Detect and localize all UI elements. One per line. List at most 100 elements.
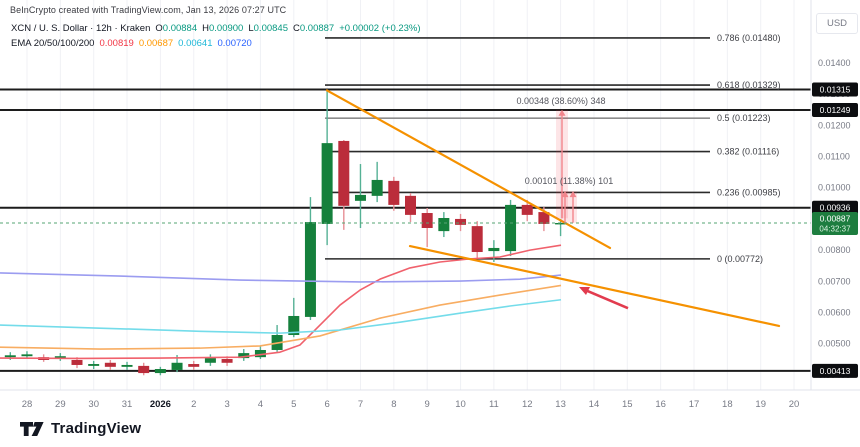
price-level-badge: [812, 82, 858, 97]
ohlc-high: H0.00900: [202, 21, 243, 36]
label: 0.00700: [818, 276, 851, 286]
trendline[interactable]: [408, 244, 781, 328]
label: 0.618 (0.01329): [717, 80, 781, 90]
candle-body: [304, 222, 316, 317]
ema20-value: 0.00819: [99, 38, 134, 49]
label: 0.00600: [818, 308, 851, 318]
ohlc-open: O0.00884: [155, 21, 197, 36]
close-label: C: [292, 23, 300, 34]
candle-body: [254, 349, 266, 358]
candle-body: [421, 213, 433, 228]
candle-body: [288, 315, 300, 336]
arrow-annotation[interactable]: [579, 286, 629, 310]
ema-100-line: [0, 298, 562, 334]
candle-body: [154, 369, 166, 374]
label: 4: [258, 399, 263, 410]
ema-50: [0, 284, 562, 350]
candle-body: [471, 226, 483, 253]
high-value: 0.00900: [209, 23, 244, 34]
ema-200-line: [0, 272, 562, 283]
candle-body: [121, 364, 133, 367]
label: 19: [755, 399, 766, 410]
ohlc-close: C0.00887: [293, 21, 334, 36]
label: 3: [224, 399, 229, 410]
close-value: 0.00887: [299, 23, 335, 34]
tradingview-logo[interactable]: TradingView: [20, 420, 141, 437]
label: 04:32:37: [819, 225, 851, 234]
candle-body: [238, 353, 250, 359]
price-level-badge: [812, 363, 858, 378]
label: 10: [455, 399, 466, 410]
candle-body: [438, 218, 450, 232]
symbol-title: XCN / U. S. Dollar · 12h · Kraken: [11, 23, 151, 34]
ema-20-line: [0, 244, 562, 360]
candle-body: [505, 204, 517, 252]
label: 15: [622, 399, 633, 410]
label: 2026: [150, 399, 171, 410]
price-range-tools: 0.00348 (38.60%) 348 0.00101 (11.38%) 101: [516, 96, 613, 223]
label: 0.01000: [818, 183, 851, 193]
label: 0.5 (0.01223): [717, 113, 771, 123]
label: 9: [425, 399, 430, 410]
label: 0.00348 (38.60%) 348: [516, 96, 605, 106]
candle-body: [171, 362, 183, 370]
candle-body: [54, 356, 66, 359]
candle-body: [371, 179, 383, 196]
label: 2: [191, 399, 196, 410]
candle-body: [455, 218, 467, 225]
candle-body: [488, 247, 500, 252]
ema100-value: 0.00641: [178, 38, 213, 49]
gridlines: [26, 0, 795, 390]
ema-100: [0, 298, 562, 334]
currency-toggle-button[interactable]: USD: [816, 13, 858, 34]
candle-body: [388, 180, 400, 205]
ema50-value: 0.00687: [138, 38, 174, 49]
red-arrow-shaft: [584, 288, 629, 310]
tradingview-logo-icon: [20, 421, 44, 436]
label: 13: [555, 399, 566, 410]
change-value: +0.00002 (+0.23%): [339, 23, 421, 34]
candle-body: [221, 359, 233, 363]
fib-retracement: 0.786 (0.01480) 0.618 (0.01329) 0.5 (0.012…: [325, 33, 781, 264]
label: 31: [122, 399, 133, 410]
label: 17: [689, 399, 700, 410]
ema-20: [0, 244, 562, 360]
label: 30: [88, 399, 99, 410]
label: 0.00500: [818, 339, 851, 349]
label: 0.00101 (11.38%) 101: [525, 176, 613, 186]
candle-body: [321, 143, 333, 224]
label: 6: [325, 399, 330, 410]
label: 0.01100: [818, 152, 850, 162]
trendline[interactable]: [325, 89, 612, 250]
candle-body: [104, 362, 116, 367]
ohlc-low: L0.00845: [248, 21, 288, 36]
label: 8: [391, 399, 396, 410]
label: 28: [22, 399, 33, 410]
candle-body: [538, 212, 550, 224]
label: 0.00413: [820, 366, 851, 376]
label: 0.382 (0.01116): [717, 147, 779, 157]
label: 7: [358, 399, 363, 410]
range-tool-arrowhead: [558, 109, 566, 116]
ema-200: [0, 272, 562, 283]
symbol-row: XCN / U. S. Dollar · 12h · Kraken O0.008…: [11, 21, 421, 36]
time-axis[interactable]: 28 29 30 31 2026 2 3 4 5 6 7 8 9 10 11 12 13 14 15 16 17 18 19…: [22, 399, 800, 410]
label: 0.01400: [818, 58, 851, 68]
price-level-badge: [812, 200, 858, 215]
candle-body: [521, 204, 533, 215]
attribution-text: BeInCrypto created with TradingView.com,…: [10, 5, 287, 15]
label: 0 (0.00772): [717, 254, 763, 264]
candle-body: [405, 195, 416, 215]
trendlines: [325, 89, 781, 328]
chart-legend: XCN / U. S. Dollar · 12h · Kraken O0.008…: [11, 21, 421, 51]
ema-label: EMA 20/50/100/200: [11, 38, 95, 49]
low-value: 0.00845: [253, 23, 288, 34]
label: 0.01315: [820, 84, 851, 94]
label: 0.236 (0.00985): [717, 187, 781, 197]
label: 0.00887: [820, 214, 851, 224]
label: 29: [55, 399, 66, 410]
range-tool-arrowhead: [569, 191, 577, 198]
label: 16: [655, 399, 666, 410]
